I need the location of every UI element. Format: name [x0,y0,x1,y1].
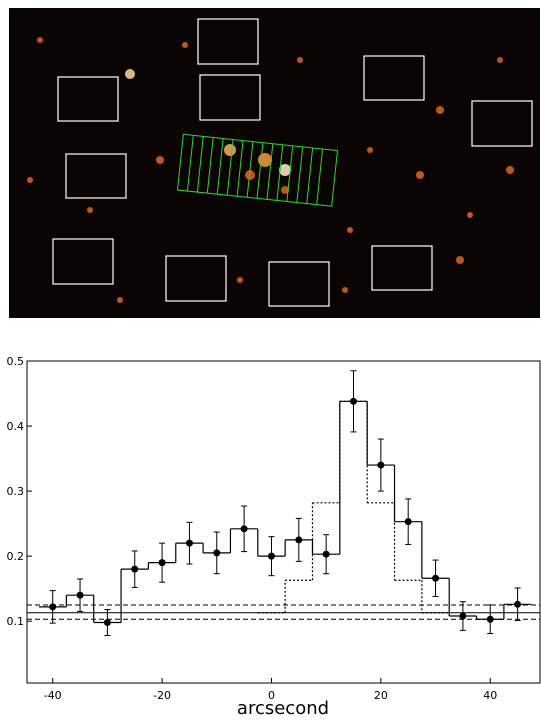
y-tick-label: 0.1 [7,615,25,628]
x-tick-label: -40 [44,689,62,702]
data-point [432,574,440,582]
data-point [295,536,303,544]
data-point [185,539,193,547]
y-tick-label: 0.3 [7,485,25,498]
data-point [213,549,221,557]
data-point [158,559,166,567]
y-tick-label: 0.5 [7,355,25,368]
data-point [322,550,330,558]
x-tick-label: -20 [153,689,171,702]
data-point [350,397,358,405]
data-point [267,552,275,560]
x-axis-label: arcsecond [237,698,329,719]
data-point [103,619,111,627]
y-tick-label: 0.2 [7,550,25,563]
sky-image [9,8,540,318]
data-point [404,518,412,526]
plot-frame [26,360,541,684]
x-tick-label: 40 [483,689,497,702]
data-point [240,525,248,533]
data-point [377,461,385,469]
data-point [49,603,57,611]
data-point [459,612,467,620]
x-tick-label: 0 [268,689,275,702]
x-tick-label: 20 [374,689,388,702]
y-tick-label: 0.4 [7,420,25,433]
data-point [514,600,522,608]
data-point [486,615,494,623]
data-point [76,591,84,599]
data-point [131,565,139,573]
